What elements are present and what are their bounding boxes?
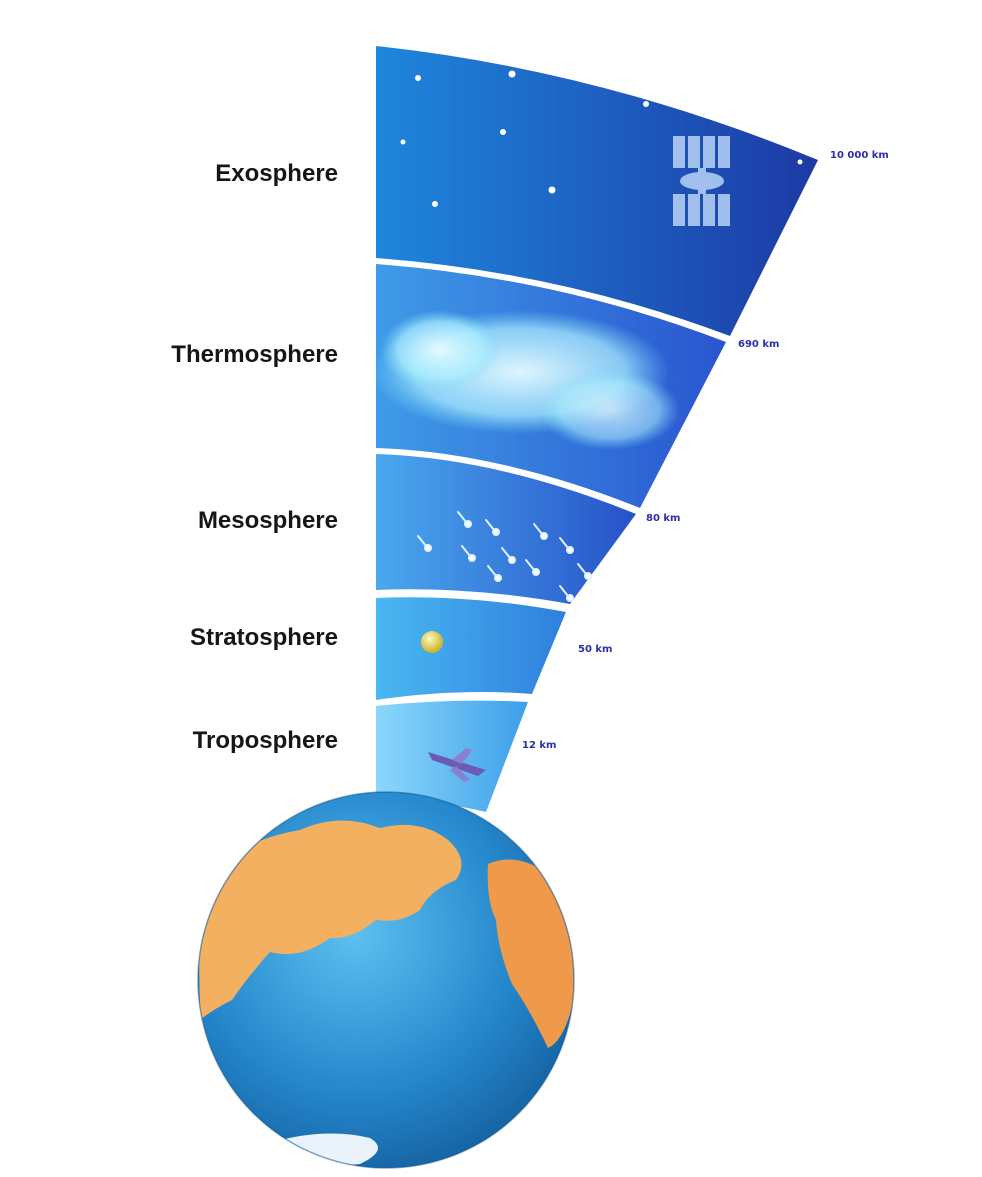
layer-band-exosphere	[376, 46, 818, 336]
altitude-label-thermosphere: 690 km	[738, 339, 779, 350]
altitude-label-stratosphere: 50 km	[578, 644, 612, 655]
layer-band-troposphere	[376, 700, 528, 812]
weather-balloon-icon	[421, 631, 443, 653]
landmass-south	[280, 1133, 378, 1166]
landmass-america	[487, 859, 574, 1048]
layer-label-thermosphere: Thermosphere	[171, 341, 338, 368]
layer-label-exosphere: Exosphere	[215, 160, 338, 187]
earth-globe-icon	[197, 791, 575, 1169]
layer-band-mesosphere	[376, 454, 636, 604]
airplane-icon	[428, 748, 486, 782]
stars	[400, 70, 803, 207]
altitude-label-troposphere: 12 km	[522, 740, 556, 751]
landmass-asia	[198, 820, 462, 1020]
layer-band-stratosphere	[376, 597, 566, 700]
layer-label-troposphere: Troposphere	[193, 727, 338, 754]
altitude-label-exosphere: 10 000 km	[830, 150, 889, 161]
layer-label-stratosphere: Stratosphere	[190, 624, 338, 651]
satellite-icon	[673, 136, 730, 226]
layer-label-mesosphere: Mesosphere	[198, 507, 338, 534]
meteors-icon	[417, 511, 592, 602]
altitude-label-mesosphere: 80 km	[646, 513, 680, 524]
layer-band-thermosphere	[370, 264, 726, 508]
aurora-cloud	[370, 310, 680, 450]
